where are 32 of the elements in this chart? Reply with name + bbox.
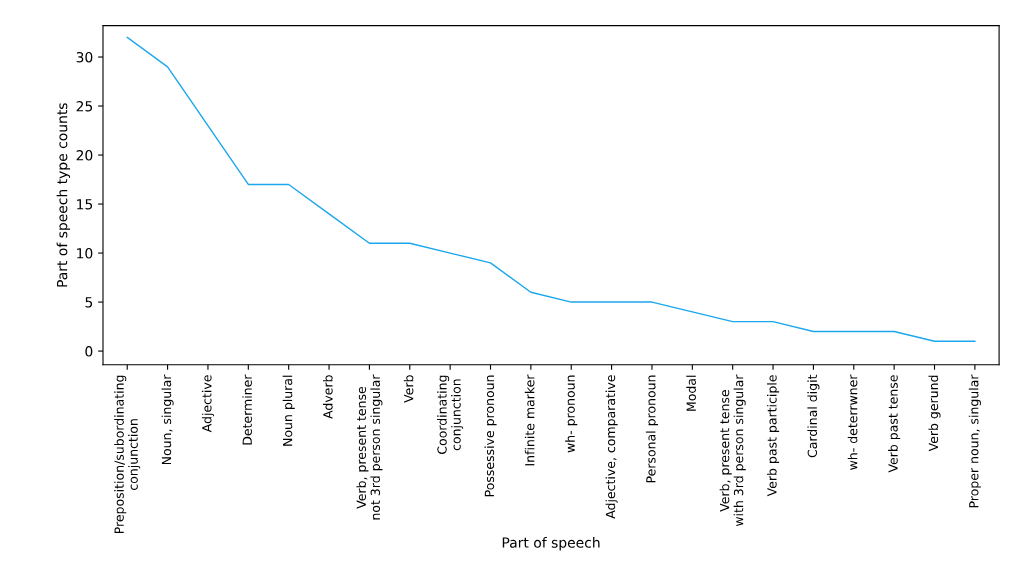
x-tick-label: Verb past participle [767,375,780,497]
x-tick-label: Proper noun, singular [968,374,981,508]
x-tick-label: Verb gerund [928,375,941,452]
x-tick-label: Cardinal digit [807,374,820,458]
x-tick-label: Modal [686,375,696,411]
y-axis-title: Part of speech type counts [56,103,71,287]
x-tick-label: Adverb [322,375,333,419]
x-tick-label: wh- pronoun [565,375,578,453]
x-tick-label: Preposition/subordinating conjunction [114,375,141,534]
y-tick-label: 0 [85,346,93,357]
x-tick-label: Verb [403,375,414,403]
y-tick-label: 5 [85,297,93,308]
x-tick-label: Adjective, comparative [605,375,618,519]
x-tick-label: Possessive pronoun [484,375,497,497]
x-tick-label: Verb, present tense with 3rd person singular [719,374,746,527]
x-tick-label: Determiner [242,374,252,445]
y-tick-label: 20 [76,150,93,161]
y-tick-label: 30 [76,51,93,63]
x-tick-label: Noun plural [282,375,295,446]
x-tick-label: wh- deterrwner [847,374,858,470]
y-tick-label: 25 [76,101,93,112]
x-axis-title: Part of speech [502,537,600,551]
x-tick-label: Adjective [201,375,214,433]
y-tick-label: 10 [77,248,93,259]
x-tick-label: Personal pronoun [645,375,659,483]
x-tick-label: Noun, singular [161,374,174,465]
x-tick-label: Verb, present tense not 3rd person singular [356,374,383,520]
x-tick-label: Coordinating conjunction [437,375,464,454]
x-tick-label: Infinite marker [524,374,535,466]
x-tick-label: Verb past tense [888,375,901,473]
line-series [126,36,976,342]
y-tick-label: 15 [77,199,93,210]
